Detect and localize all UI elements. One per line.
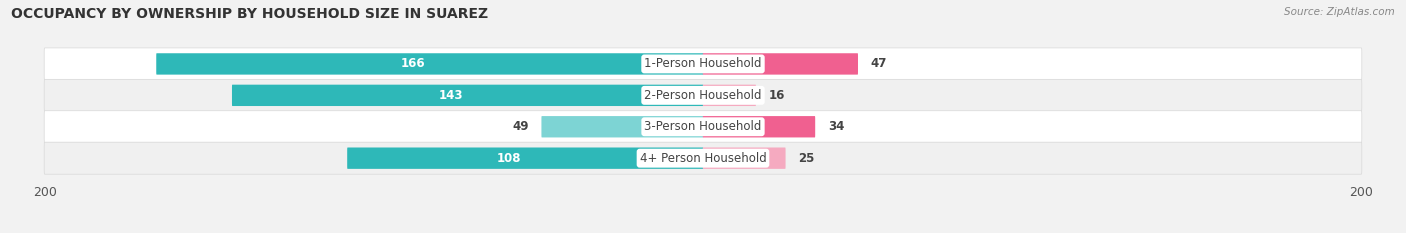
FancyBboxPatch shape bbox=[703, 116, 815, 137]
Text: 3-Person Household: 3-Person Household bbox=[644, 120, 762, 133]
FancyBboxPatch shape bbox=[44, 142, 1362, 174]
Text: 2-Person Household: 2-Person Household bbox=[644, 89, 762, 102]
Text: 4+ Person Household: 4+ Person Household bbox=[640, 152, 766, 165]
FancyBboxPatch shape bbox=[44, 48, 1362, 80]
Text: 143: 143 bbox=[439, 89, 464, 102]
FancyBboxPatch shape bbox=[703, 53, 858, 75]
FancyBboxPatch shape bbox=[232, 85, 703, 106]
Text: Source: ZipAtlas.com: Source: ZipAtlas.com bbox=[1284, 7, 1395, 17]
FancyBboxPatch shape bbox=[44, 111, 1362, 143]
Text: 47: 47 bbox=[870, 57, 887, 70]
Text: 1-Person Household: 1-Person Household bbox=[644, 57, 762, 70]
Text: 108: 108 bbox=[496, 152, 522, 165]
FancyBboxPatch shape bbox=[703, 147, 786, 169]
FancyBboxPatch shape bbox=[44, 79, 1362, 111]
Text: 25: 25 bbox=[799, 152, 815, 165]
FancyBboxPatch shape bbox=[347, 147, 703, 169]
Text: 166: 166 bbox=[401, 57, 426, 70]
Text: 34: 34 bbox=[828, 120, 845, 133]
Text: OCCUPANCY BY OWNERSHIP BY HOUSEHOLD SIZE IN SUAREZ: OCCUPANCY BY OWNERSHIP BY HOUSEHOLD SIZE… bbox=[11, 7, 488, 21]
FancyBboxPatch shape bbox=[703, 85, 756, 106]
Text: 49: 49 bbox=[512, 120, 529, 133]
Text: 16: 16 bbox=[769, 89, 785, 102]
FancyBboxPatch shape bbox=[156, 53, 703, 75]
FancyBboxPatch shape bbox=[541, 116, 703, 137]
